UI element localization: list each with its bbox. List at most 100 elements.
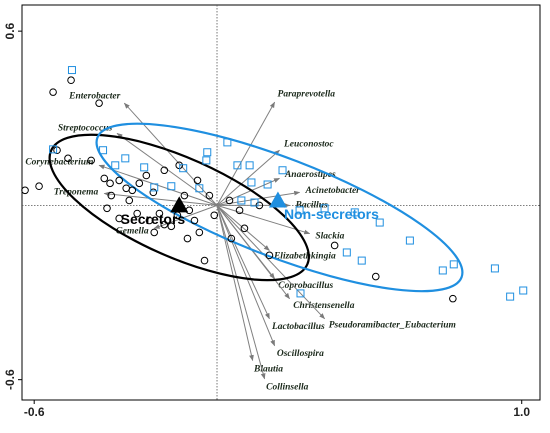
y-tick-label: -0.6 [3,369,17,390]
vector-arrow [123,102,218,206]
sample-point [233,161,242,170]
sample-point [140,163,149,172]
sample-point [195,228,204,237]
vector-label: Christensenella [293,301,354,311]
sample-point [149,188,158,197]
confidence-ellipse [48,133,310,282]
sample-point [167,182,176,191]
sample-point [237,196,246,205]
vector-label: Bacillus [295,201,329,211]
sample-point [245,161,254,170]
sample-point [519,286,528,295]
vector-label: Pseudoramibacter_Eubacterium [329,320,456,330]
sample-point [21,186,29,195]
sample-point [167,222,176,231]
sample-point [35,182,43,191]
vector-label: Enterobacter [68,92,120,102]
sample-point [278,166,287,175]
sample-point [160,220,169,229]
sample-point [203,148,212,157]
sample-point [111,161,120,170]
vector-arrow [216,101,276,206]
vector-label: Corynebacterium [25,158,93,168]
sample-point [449,294,457,303]
sample-point [150,183,159,192]
vector-arrow [216,205,266,380]
sample-point [87,156,95,165]
sample-point [67,76,75,85]
y-tick-label: 0.6 [3,22,17,39]
sample-point [250,198,259,207]
sample-point [128,186,137,195]
vector-arrow [153,204,218,229]
vector-arrow [216,149,280,206]
vector-label: Streptococcus [58,123,113,133]
sample-point [67,66,76,75]
vector-arrow [216,205,254,362]
sample-point [107,191,116,200]
vector-label: Collinsella [266,383,308,393]
group-label: Secretors [121,211,186,227]
sample-point [121,154,130,163]
sample-point [490,264,499,273]
sample-point [263,180,272,189]
sample-point [247,178,256,187]
sample-point [342,248,351,257]
sample-point [193,176,202,185]
sample-point [49,145,58,154]
sample-point [330,241,339,250]
sample-point [350,208,359,217]
sample-point [210,211,219,220]
vector-arrow [216,205,270,320]
vector-label: Lactobacillus [271,322,325,332]
sample-point [95,99,103,107]
sample-point [115,214,124,223]
sample-point [155,209,164,218]
sample-point [103,204,111,213]
sample-point [195,184,204,193]
vector-label: Slackia [315,231,344,241]
sample-point [240,224,249,233]
vector-label: Treponema [54,188,99,198]
vector-label: Blautia [253,364,283,374]
sample-point [375,218,384,227]
x-tick-label: -0.6 [24,405,45,419]
vector-arrow [216,205,276,347]
sample-point [296,289,305,298]
vector-label: Paraprevotella [278,90,336,100]
sample-point [145,216,154,225]
vector-label: Oscillospira [277,349,324,359]
sample-point [160,166,169,175]
group-centroid [170,196,189,213]
sample-point [357,256,366,265]
sample-point [320,204,329,213]
vector-arrow [216,205,325,320]
sample-point [49,88,57,96]
sample-point [100,174,109,183]
sample-point [227,234,236,243]
confidence-ellipse [95,122,464,293]
plot-frame [21,4,541,401]
sample-point [150,228,159,237]
sample-point [190,216,199,225]
sample-point [371,272,380,281]
sample-point [64,154,72,163]
vector-label: Elizabethkingia [273,251,336,261]
group-centroid [268,191,287,208]
sample-point [205,191,214,200]
sample-point [183,234,192,243]
vector-label: Leuconostoc [283,139,334,149]
sample-point [142,171,151,180]
sample-point [180,191,189,200]
sample-point [135,179,144,188]
vector-arrow [216,177,281,206]
sample-point [255,201,264,210]
sample-point [106,179,114,188]
vector-arrow [216,205,270,251]
sample-point [295,206,304,215]
sample-point [438,266,447,275]
sample-point [449,260,458,269]
vector-arrow [216,205,290,300]
sample-point [235,206,244,215]
